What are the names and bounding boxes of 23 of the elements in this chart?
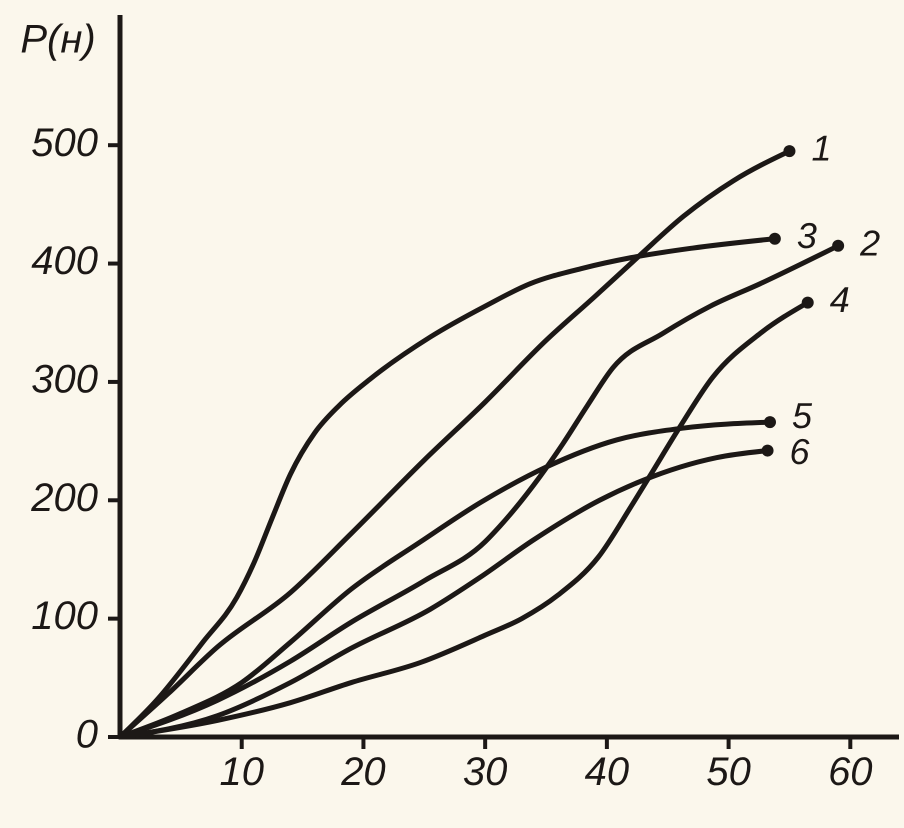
y-tick-label: 200 [30, 476, 98, 520]
x-tick-label: 30 [462, 750, 508, 794]
x-tick-label: 20 [340, 750, 386, 794]
series-label: 2 [859, 222, 880, 264]
y-axis-title: P(н) [20, 18, 96, 62]
y-tick-label: 400 [31, 239, 98, 284]
series-label: 3 [796, 215, 817, 256]
x-tick-label: 50 [706, 750, 751, 794]
y-tick-label: 0 [76, 712, 98, 757]
series-label: 4 [830, 279, 850, 320]
x-tick-label: 40 [584, 750, 630, 794]
y-tick-label: 300 [31, 357, 98, 402]
point [764, 416, 776, 428]
series-label: 1 [811, 128, 832, 169]
x-tick-label: 60 [828, 750, 873, 794]
x-tick-label: 10 [219, 750, 264, 794]
point [832, 240, 844, 252]
point [762, 444, 774, 457]
y-tick-label: 500 [31, 120, 98, 165]
y-tick-label: 100 [31, 594, 98, 638]
point [768, 232, 781, 245]
point [783, 145, 796, 158]
point [802, 296, 814, 309]
